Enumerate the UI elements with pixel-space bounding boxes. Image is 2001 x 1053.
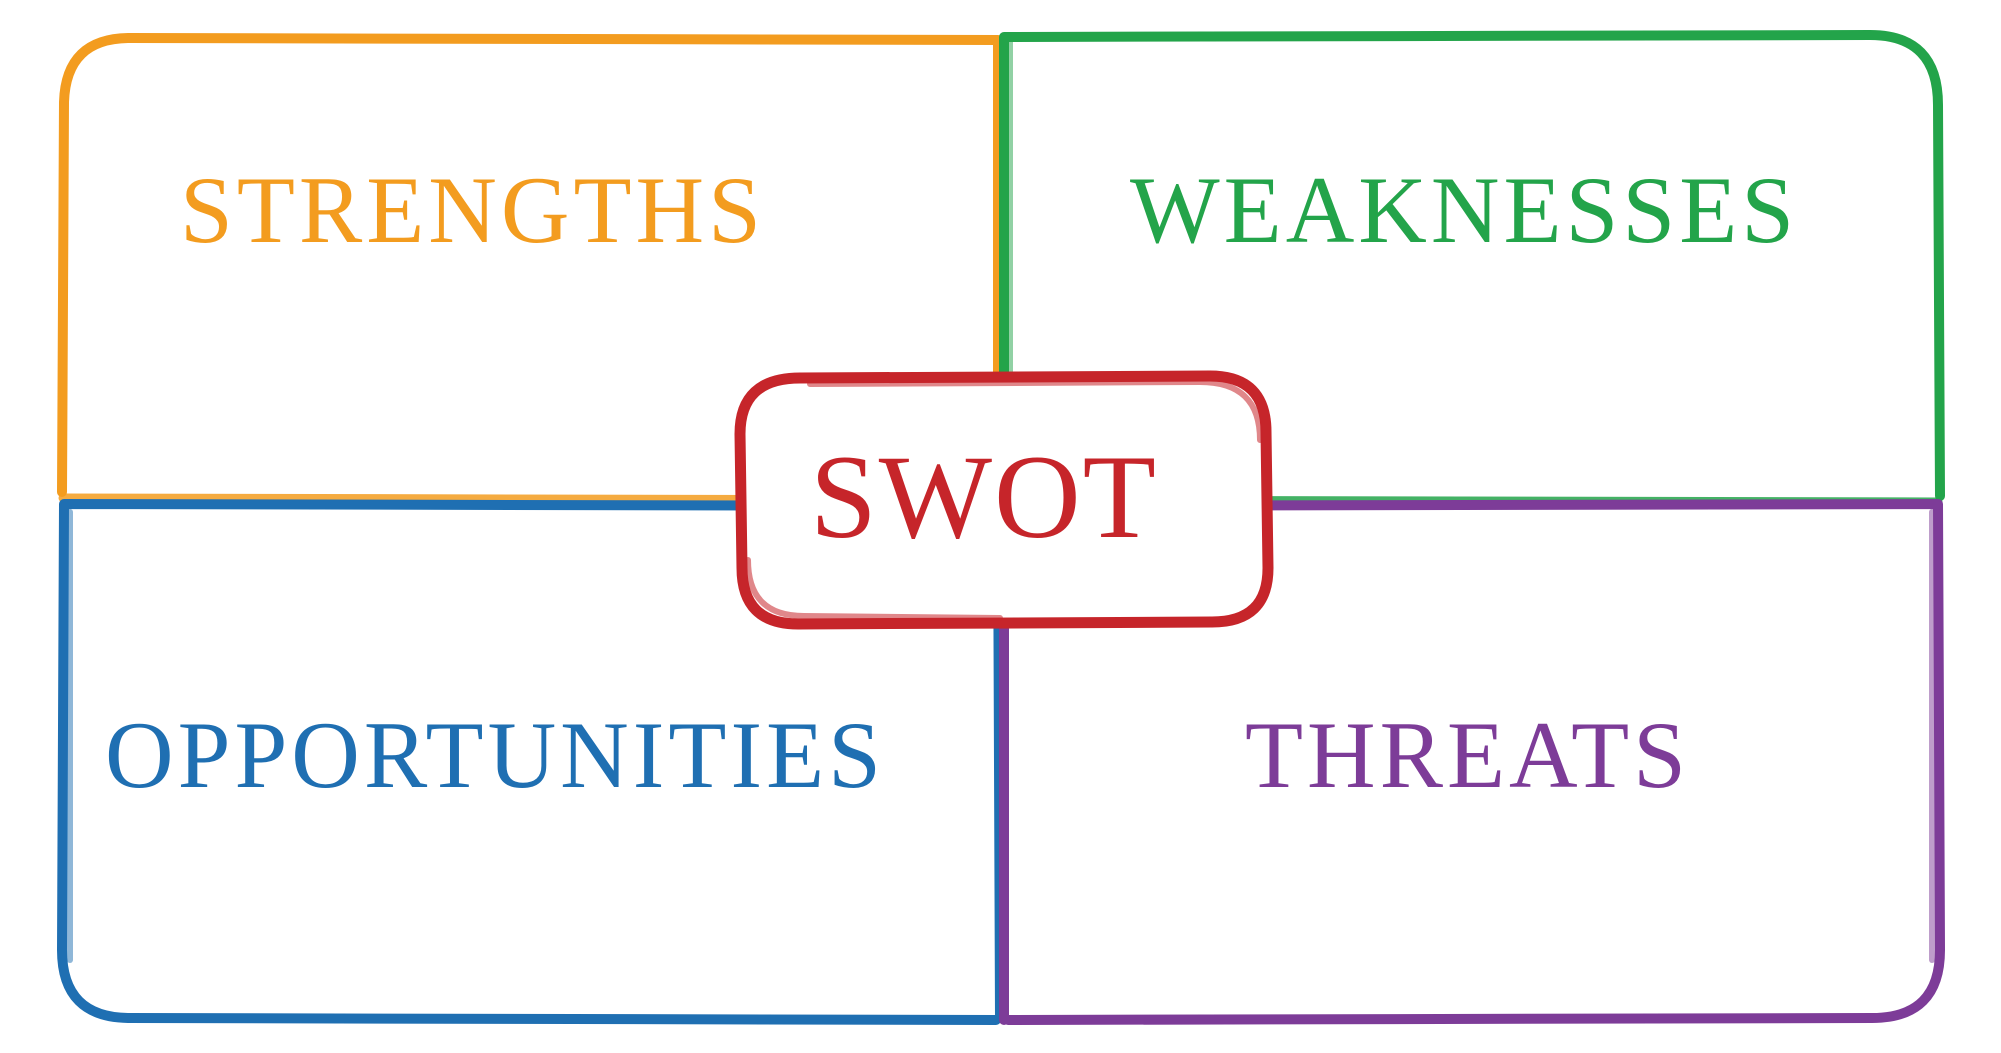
threats-label: THREATS [1245,700,1690,810]
swot-diagram: STRENGTHS WEAKNESSES OPPORTUNITIES THREA… [0,0,2001,1053]
opportunities-label: OPPORTUNITIES [105,700,885,810]
weaknesses-label: WEAKNESSES [1130,155,1798,265]
center-label: SWOT [810,428,1158,566]
strengths-label: STRENGTHS [180,155,765,265]
